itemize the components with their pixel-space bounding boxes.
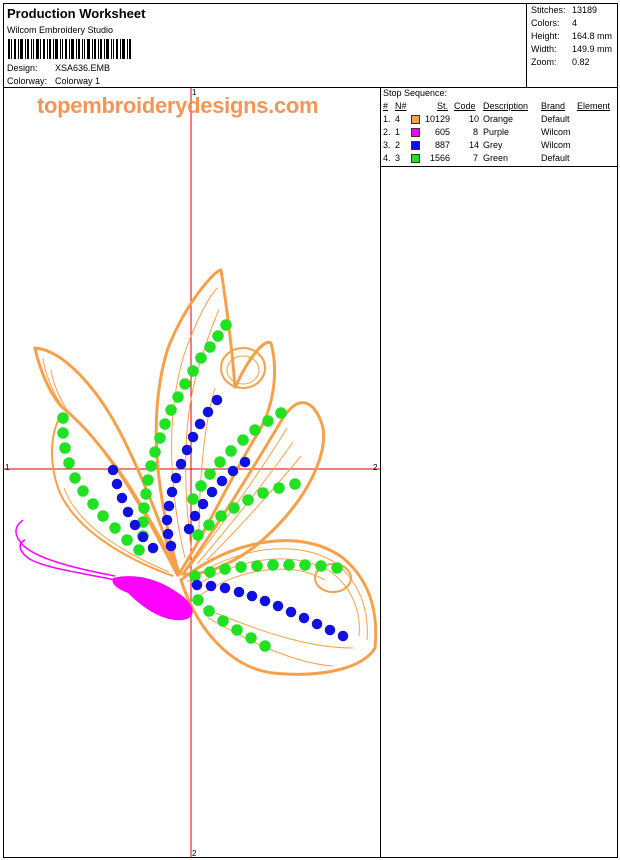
col-header: Description — [483, 101, 529, 111]
axis-label-left: 1 — [5, 463, 10, 472]
stop-sequence-title: Stop Sequence: — [383, 88, 448, 98]
page-title: Production Worksheet — [7, 6, 146, 21]
table-row: 4. 3 1566 7 Green Default — [383, 153, 570, 163]
blue-star-rows — [107, 394, 349, 642]
table-row: 2. 1 605 8 Purple Wilcom — [383, 127, 571, 137]
axis-label-right: 2 — [373, 463, 378, 472]
table-row: 3. 2 887 14 Grey Wilcom — [383, 140, 571, 150]
table-row: 1. 4 10129 10 Orange Default — [383, 114, 570, 124]
app-name: Wilcom Embroidery Studio — [7, 25, 114, 35]
panel-divider — [380, 87, 381, 858]
design-preview — [3, 88, 380, 858]
barcode-icon — [8, 39, 131, 59]
col-header: St. — [437, 101, 449, 111]
col-header: Code — [454, 101, 476, 111]
green-star-rows — [57, 319, 343, 652]
color-swatch-green — [411, 154, 420, 163]
watermark-text: topembroiderydesigns.com — [37, 93, 319, 118]
stat-zoom: Zoom: 0.82 — [531, 57, 590, 67]
color-swatch-grey — [411, 141, 420, 150]
stat-width: Width: 149.9 mm — [531, 44, 613, 54]
design-label: Design: — [7, 63, 38, 73]
col-header: Element — [577, 101, 611, 111]
butterfly-body — [15, 519, 193, 621]
header-divider — [3, 87, 618, 88]
stop-table-divider — [380, 166, 618, 167]
colorway-value: Colorway 1 — [55, 76, 101, 86]
col-header: Brand — [541, 101, 566, 111]
worksheet-frame — [3, 3, 618, 858]
stat-colors: Colors: 4 — [531, 18, 578, 28]
stats-panel: Stitches: 13189 Colors: 4 Height: 164.8 mm … — [526, 3, 619, 87]
header-info: Production Worksheet Wilcom Embroidery S… — [4, 4, 526, 86]
stop-sequence-table: Stop Sequence: # N# St. Code Description… — [381, 88, 618, 166]
axis-label-bottom: 2 — [192, 849, 197, 858]
design-value: XSA636.EMB — [55, 63, 111, 73]
axis-label-top: 1 — [192, 88, 197, 97]
color-swatch-purple — [411, 128, 420, 137]
color-swatch-orange — [411, 115, 420, 124]
stat-stitches: Stitches: 13189 — [531, 5, 598, 15]
stat-height: Height: 164.8 mm — [531, 31, 613, 41]
col-header: # — [383, 101, 389, 111]
colorway-label: Colorway: — [7, 76, 48, 86]
col-header: N# — [395, 101, 407, 111]
